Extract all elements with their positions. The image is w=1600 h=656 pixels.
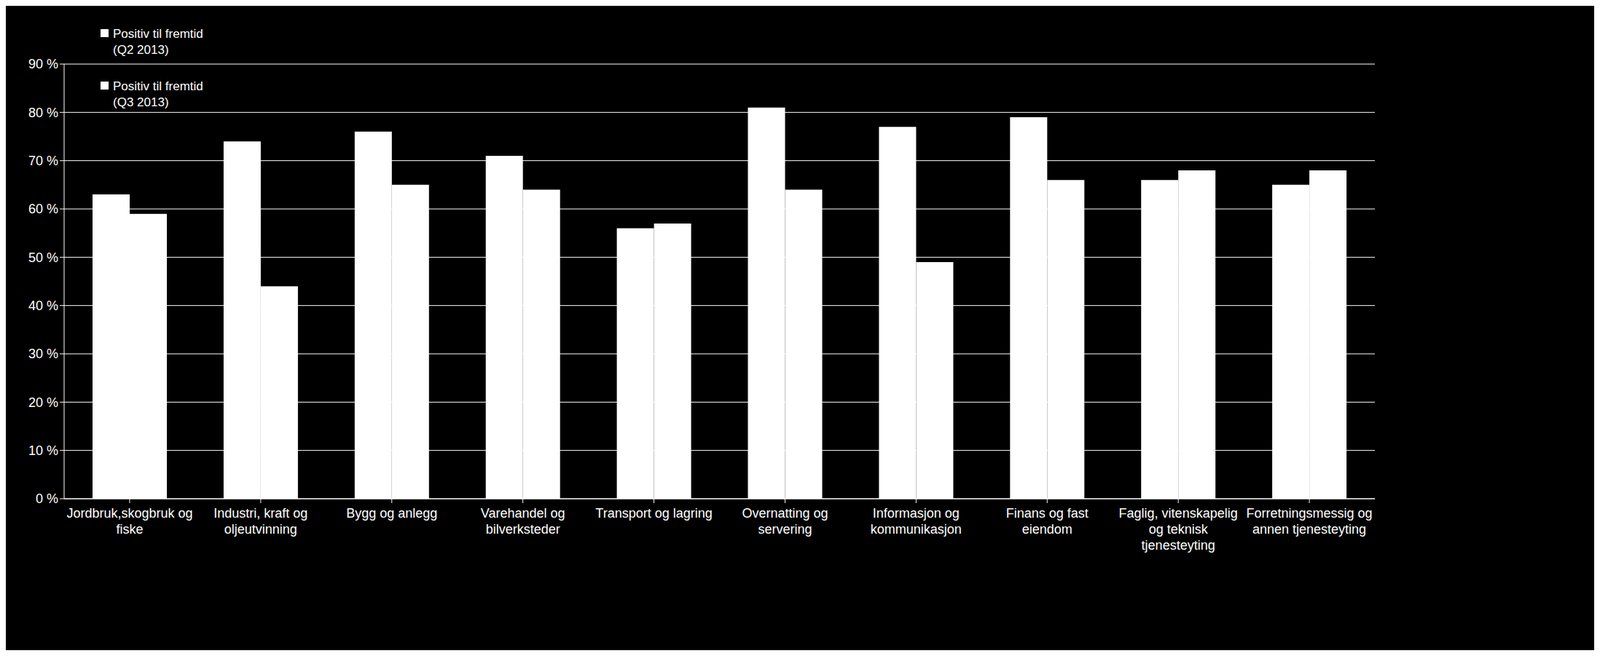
- svg-text:10 %: 10 %: [28, 443, 59, 459]
- svg-text:Overnatting ogservering: Overnatting ogservering: [741, 506, 828, 537]
- svg-text:Informasjon ogkommunikasjon: Informasjon ogkommunikasjon: [870, 506, 962, 537]
- svg-text:0 %: 0 %: [35, 491, 59, 507]
- svg-text:Transport og lagring: Transport og lagring: [595, 506, 712, 521]
- svg-text:20 %: 20 %: [28, 395, 59, 411]
- svg-text:90 %: 90 %: [28, 56, 59, 72]
- svg-text:Faglig, vitenskapeligog teknis: Faglig, vitenskapeligog teknisktjenestey…: [1119, 506, 1238, 554]
- svg-text:30 %: 30 %: [28, 346, 59, 362]
- svg-text:60 %: 60 %: [28, 201, 59, 217]
- svg-text:Bygg og anlegg: Bygg og anlegg: [346, 506, 438, 521]
- svg-text:Forretningsmessig ogannen tjen: Forretningsmessig ogannen tjenesteyting: [1246, 506, 1373, 537]
- svg-text:50 %: 50 %: [28, 250, 59, 266]
- html-text:Positiv til fremtid (Q2 2013): Positiv til fremtid (Q2 2013): [112, 26, 204, 57]
- svg-text:Finans og fasteiendom: Finans og fasteiendom: [1006, 506, 1089, 537]
- svg-text:Varehandel ogbilverksteder: Varehandel ogbilverksteder: [480, 506, 566, 537]
- svg-text:40 %: 40 %: [28, 298, 59, 314]
- svg-text:Jordbruk,skogbruk ogfiske: Jordbruk,skogbruk ogfiske: [66, 506, 193, 537]
- svg-text:Industri, kraft ogoljeutvinnin: Industri, kraft ogoljeutvinning: [213, 506, 308, 537]
- html-text:Positiv til fremtid (Q3 2013): Positiv til fremtid (Q3 2013): [112, 79, 204, 110]
- svg-text:70 %: 70 %: [28, 153, 59, 169]
- svg-text:80 %: 80 %: [28, 105, 59, 121]
